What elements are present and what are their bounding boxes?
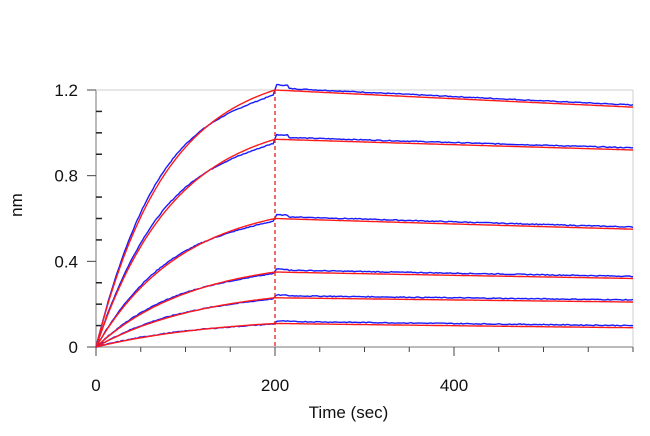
fit-curve [95,89,633,348]
measured-curve [95,83,634,348]
axis-ticks [87,89,634,356]
x-tick-label: 400 [440,376,468,395]
x-tick-label: 0 [91,376,100,395]
axis-tick-labels: 0 0.4 0.8 1.2 0 200 400 [54,81,468,395]
y-tick-label: 1.2 [54,81,78,100]
sensorgram-curves [95,83,634,349]
y-tick-label: 0.4 [54,252,78,271]
measured-curve [95,133,633,348]
y-tick-label: 0.8 [54,167,78,186]
fit-curve [95,217,633,348]
x-axis-label: Time (sec) [309,403,389,422]
fit-curve [95,296,633,348]
x-tick-label: 200 [261,376,289,395]
fit-curve [95,138,634,348]
measured-curve [95,293,634,348]
measured-curve [95,213,634,348]
fit-curve [95,322,633,348]
y-tick-label: 0 [69,338,78,357]
y-axis-label: nm [7,193,26,217]
measured-curve [95,268,634,348]
fit-curve [95,271,634,348]
